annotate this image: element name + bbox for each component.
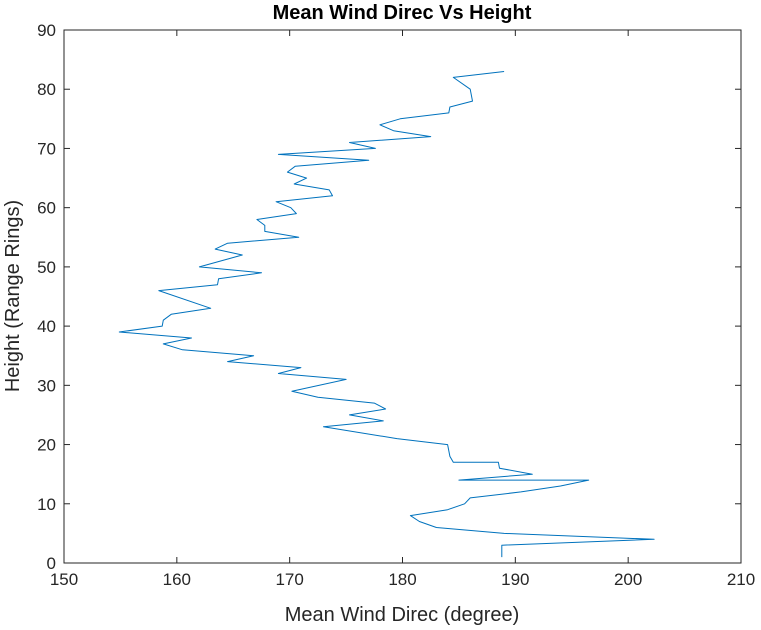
y-tick-label: 40 — [37, 317, 56, 336]
y-axis-label: Height (Range Rings) — [2, 200, 24, 392]
y-tick-label: 80 — [37, 80, 56, 99]
chart-title: Mean Wind Direc Vs Height — [273, 2, 532, 24]
plot-area-frame — [63, 29, 742, 564]
x-tick-label: 160 — [163, 570, 191, 589]
x-tick-label: 180 — [388, 570, 416, 589]
x-tick-label: 150 — [50, 570, 78, 589]
y-tick-label: 20 — [37, 436, 56, 455]
x-axis-label: Mean Wind Direc (degree) — [285, 604, 520, 626]
y-tick-label: 70 — [37, 139, 56, 158]
y-tick-label: 30 — [37, 376, 56, 395]
x-tick-label: 170 — [275, 570, 303, 589]
y-tick-label: 10 — [37, 495, 56, 514]
y-tick-label: 90 — [37, 21, 56, 40]
y-tick-label: 50 — [37, 258, 56, 277]
x-tick-label: 190 — [501, 570, 529, 589]
series-line — [118, 71, 655, 558]
y-tick-label: 0 — [47, 554, 56, 573]
x-tick-label: 210 — [727, 570, 755, 589]
y-tick-label: 60 — [37, 199, 56, 218]
x-tick-label: 200 — [614, 570, 642, 589]
plot-area-background — [64, 30, 741, 563]
y-axis-ticks: 0 10 20 30 40 50 60 70 80 90 — [37, 21, 741, 573]
